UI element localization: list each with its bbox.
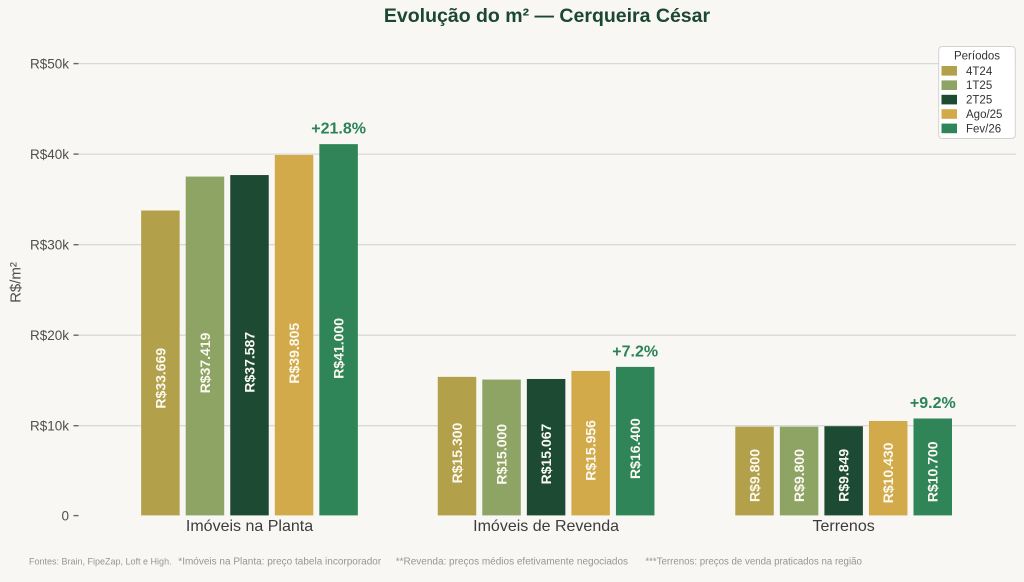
svg-text:R$50k: R$50k xyxy=(30,56,69,71)
svg-text:*Imóveis na Planta: preço tabe: *Imóveis na Planta: preço tabela incorpo… xyxy=(178,557,382,568)
svg-text:+21.8%: +21.8% xyxy=(311,121,366,138)
svg-text:**Revenda: preços médios efeti: **Revenda: preços médios efetivamente ne… xyxy=(396,557,628,568)
svg-text:R$15.067: R$15.067 xyxy=(538,423,554,484)
svg-text:2T25: 2T25 xyxy=(966,95,992,107)
svg-text:Fontes: Brain, FipeZap, Loft e: Fontes: Brain, FipeZap, Loft e High. xyxy=(29,557,172,567)
svg-text:Ago/25: Ago/25 xyxy=(966,109,1002,121)
svg-text:R$9.849: R$9.849 xyxy=(836,449,852,502)
svg-text:0: 0 xyxy=(61,508,69,523)
svg-text:R$39.805: R$39.805 xyxy=(286,323,302,384)
svg-text:R$41.000: R$41.000 xyxy=(331,318,347,379)
svg-text:R$15.300: R$15.300 xyxy=(449,422,465,483)
svg-text:4T24: 4T24 xyxy=(966,66,993,78)
svg-text:R$9.800: R$9.800 xyxy=(791,449,807,502)
svg-text:Imóveis na Planta: Imóveis na Planta xyxy=(186,518,313,535)
svg-text:Fev/26: Fev/26 xyxy=(966,123,1001,135)
svg-text:1T25: 1T25 xyxy=(966,80,992,92)
svg-text:R$30k: R$30k xyxy=(30,237,69,252)
svg-text:***Terrenos: preços de venda p: ***Terrenos: preços de venda praticados … xyxy=(645,557,862,568)
svg-text:R$33.669: R$33.669 xyxy=(152,348,168,409)
svg-text:R$15.956: R$15.956 xyxy=(583,420,599,481)
svg-text:Períodos: Períodos xyxy=(954,51,1000,63)
svg-text:R$20k: R$20k xyxy=(30,328,69,343)
svg-text:R$15.000: R$15.000 xyxy=(493,424,509,485)
svg-text:R$10k: R$10k xyxy=(30,418,69,433)
svg-text:R$37.419: R$37.419 xyxy=(197,332,213,393)
svg-text:R$/m²: R$/m² xyxy=(8,262,25,303)
svg-text:+7.2%: +7.2% xyxy=(612,343,658,360)
svg-text:Imóveis de Revenda: Imóveis de Revenda xyxy=(473,518,619,535)
svg-text:R$10.430: R$10.430 xyxy=(880,442,896,503)
svg-text:+9.2%: +9.2% xyxy=(910,395,956,412)
svg-text:Evolução do m² — Cerqueira Cés: Evolução do m² — Cerqueira César xyxy=(384,5,711,27)
svg-text:R$37.587: R$37.587 xyxy=(241,332,257,393)
svg-text:Terrenos: Terrenos xyxy=(812,518,874,535)
svg-text:R$10.700: R$10.700 xyxy=(925,441,941,502)
svg-text:R$40k: R$40k xyxy=(30,147,69,162)
svg-text:R$16.400: R$16.400 xyxy=(627,418,643,479)
svg-text:R$9.800: R$9.800 xyxy=(746,449,762,502)
